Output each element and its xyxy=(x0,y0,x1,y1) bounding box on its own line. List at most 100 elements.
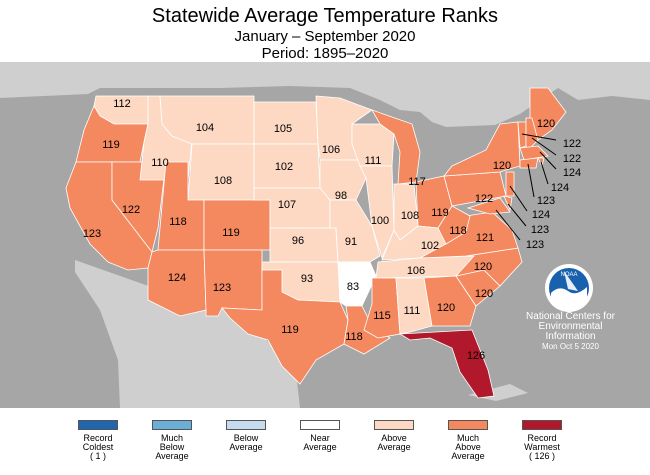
svg-text:NOAA: NOAA xyxy=(560,272,577,278)
mexico-land xyxy=(75,260,300,408)
state-tx xyxy=(221,269,349,385)
credit-line-3: Information xyxy=(545,331,596,342)
state-rank-wi: 111 xyxy=(365,155,382,167)
state-rank-ri: 124 xyxy=(551,182,569,194)
credit-line-2: Environmental xyxy=(538,321,603,332)
legend-swatch xyxy=(374,420,414,430)
leader-lines xyxy=(495,133,557,241)
state-rank-nd: 105 xyxy=(274,123,292,135)
state-ga xyxy=(423,275,477,327)
state-rank-ar: 83 xyxy=(347,281,359,293)
state-rank-nh: 122 xyxy=(563,153,581,165)
leader-line-ma xyxy=(539,151,557,170)
legend-label: Above Average xyxy=(377,433,411,452)
state-rank-ga: 120 xyxy=(437,302,455,314)
state-va xyxy=(419,211,519,259)
leader-line-vt xyxy=(521,133,557,141)
legend-item-record-warmest: Record Warmest ( 126 ) xyxy=(507,420,577,461)
state-rank-in: 108 xyxy=(401,210,419,222)
state-wy xyxy=(187,143,255,201)
state-rank-ma: 124 xyxy=(563,167,581,179)
noaa-logo: NOAA xyxy=(544,263,594,313)
state-rank-fl: 126 xyxy=(467,350,485,362)
leader-line-ri xyxy=(540,161,549,185)
legend-swatch xyxy=(152,420,192,430)
state-rank-vt: 122 xyxy=(563,138,581,150)
state-rank-mi: 117 xyxy=(408,176,426,188)
state-rank-nv: 122 xyxy=(122,204,140,216)
legend-swatch xyxy=(226,420,266,430)
state-fl xyxy=(398,329,495,399)
state-rank-md: 123 xyxy=(526,239,544,251)
state-rank-mt: 104 xyxy=(196,122,214,134)
ncei-credit: National Centers for Environmental Infor… xyxy=(518,311,623,352)
state-co xyxy=(203,199,271,251)
legend-item-much-above: Much Above Average xyxy=(433,420,503,461)
legend-item-record-coldest: Record Coldest ( 1 ) xyxy=(63,420,133,461)
state-rank-nm: 123 xyxy=(213,282,231,294)
credit-line-1: National Centers for xyxy=(526,311,615,322)
state-rank-nj: 124 xyxy=(532,209,550,221)
leader-line-nj xyxy=(509,185,528,212)
state-labels: 112 119 123 122 110 104 108 118 124 119 123 105 102 1… xyxy=(83,98,581,362)
state-rank-mo: 91 xyxy=(345,236,357,248)
state-rank-ms: 115 xyxy=(373,310,391,322)
state-rank-il: 100 xyxy=(371,215,389,227)
legend-swatch xyxy=(300,420,340,430)
state-rank-wa: 112 xyxy=(113,98,131,110)
map-title: Statewide Average Temperature Ranks xyxy=(151,5,499,27)
legend-swatch xyxy=(448,420,488,430)
state-rank-wy: 108 xyxy=(214,175,232,187)
state-rank-va: 121 xyxy=(476,232,494,244)
legend-item-much-below: Much Below Average xyxy=(137,420,207,461)
state-rank-ut: 118 xyxy=(169,216,187,228)
state-rank-tn: 106 xyxy=(407,265,425,277)
state-rank-me: 120 xyxy=(537,118,555,130)
credit-date: Mon Oct 5 2020 xyxy=(542,342,599,351)
state-nh xyxy=(525,117,539,151)
state-rank-id: 110 xyxy=(151,157,169,169)
state-rank-ks: 96 xyxy=(292,235,304,247)
state-rank-ia: 98 xyxy=(335,190,347,202)
legend-label: Much Above Average xyxy=(451,433,485,461)
state-rank-al: 111 xyxy=(404,305,421,317)
state-ct xyxy=(519,157,539,169)
legend-label: Record Coldest ( 1 ) xyxy=(82,433,114,461)
state-rank-az: 124 xyxy=(168,272,186,284)
us-temperature-rank-map: 112 119 123 122 110 104 108 118 124 119 123 105 102 1… xyxy=(0,62,650,408)
state-rank-ok: 93 xyxy=(301,273,313,285)
title-block: Statewide Average Temperature Ranks Janu… xyxy=(0,4,650,62)
map-subtitle: January – September 2020 xyxy=(234,28,416,45)
state-rank-de: 123 xyxy=(531,224,549,236)
state-md xyxy=(466,197,511,215)
legend: Record Coldest ( 1 ) Much Below Average Be… xyxy=(0,420,650,475)
state-rank-sc: 120 xyxy=(475,288,493,300)
leader-line-de xyxy=(507,203,527,227)
legend-item-near: Near Average xyxy=(285,420,355,452)
state-nj xyxy=(505,171,515,197)
legend-swatch xyxy=(78,420,118,430)
legend-label: Below Average xyxy=(229,433,263,452)
state-rank-or: 119 xyxy=(102,139,120,151)
state-rank-nc: 120 xyxy=(474,261,492,273)
state-rank-pa: 122 xyxy=(475,193,493,205)
legend-label: Much Below Average xyxy=(155,433,189,461)
leader-line-nh xyxy=(531,137,557,156)
state-al xyxy=(395,277,433,335)
state-nm xyxy=(203,249,263,317)
state-il xyxy=(359,165,395,260)
state-nc xyxy=(454,247,523,287)
legend-swatch xyxy=(522,420,562,430)
leader-line-md xyxy=(495,209,521,241)
legend-label: Near Average xyxy=(303,433,337,452)
state-rank-wv: 118 xyxy=(449,225,467,237)
state-rank-tx: 119 xyxy=(281,324,299,336)
state-ma xyxy=(519,145,549,161)
state-rank-oh: 119 xyxy=(431,207,449,219)
state-shapes xyxy=(65,87,567,399)
canada-land xyxy=(0,62,650,127)
legend-label: Record Warmest ( 126 ) xyxy=(524,433,560,461)
state-rank-ct: 123 xyxy=(537,195,555,207)
legend-item-above: Above Average xyxy=(359,420,429,452)
state-wv xyxy=(437,205,471,245)
